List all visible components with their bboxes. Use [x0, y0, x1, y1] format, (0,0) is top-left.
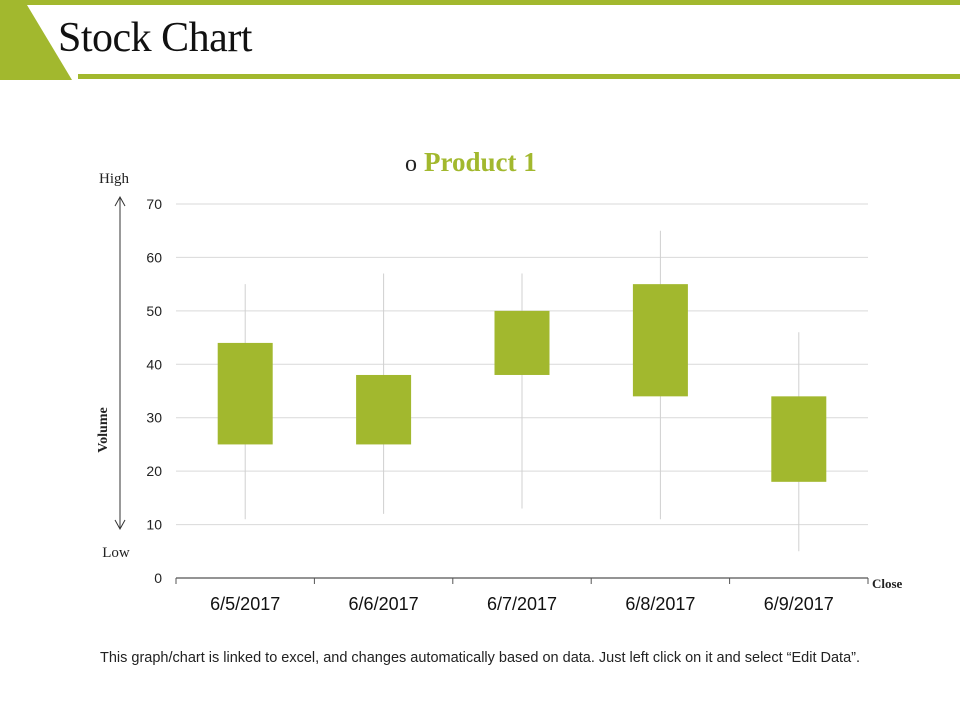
y-tick-label: 60 — [146, 249, 162, 265]
footer-note: This graph/chart is linked to excel, and… — [99, 650, 861, 666]
y-axis-title: Volume — [96, 407, 111, 452]
y-tick-label: 0 — [154, 570, 162, 586]
stock-chart: 0 10 20 30 40 50 60 70 6/5/2017 6/6/2017 6/7/2017… — [96, 147, 903, 614]
x-tick-label: 6/7/2017 — [487, 594, 557, 614]
arrow-down-icon — [114, 519, 126, 531]
y-tick-label: 50 — [146, 303, 162, 319]
candle-body — [356, 374, 412, 445]
x-axis-title: Close — [872, 576, 903, 591]
x-tick-label: 6/8/2017 — [625, 594, 695, 614]
candle-body — [494, 310, 550, 375]
y-label-high: High — [99, 171, 130, 187]
candle-wicks — [244, 230, 800, 552]
x-axis — [175, 577, 869, 584]
header-bottom-bar — [78, 74, 960, 79]
y-tick-label: 40 — [146, 356, 162, 372]
volume-axis-indicator: High Low Volume — [96, 171, 130, 561]
chart-title: Product 1 — [424, 147, 537, 177]
y-tick-label: 70 — [146, 196, 162, 212]
y-tick-label: 30 — [146, 410, 162, 426]
x-tick-label: 6/5/2017 — [210, 594, 280, 614]
x-tick-label: 6/6/2017 — [349, 594, 419, 614]
header-top-bar — [22, 0, 960, 5]
x-tick-label: 6/9/2017 — [764, 594, 834, 614]
y-axis-tick-labels: 0 10 20 30 40 50 60 70 — [146, 196, 162, 586]
candle-body — [217, 342, 273, 445]
chart-legend: o Product 1 — [405, 147, 537, 177]
page-title: Stock Chart — [58, 15, 252, 61]
header-decoration — [0, 0, 960, 80]
x-axis-tick-labels: 6/5/2017 6/6/2017 6/7/2017 6/8/2017 6/9/2017 — [210, 594, 834, 614]
candle-body — [771, 396, 827, 482]
legend-marker: o — [405, 151, 417, 177]
arrow-up-icon — [114, 195, 126, 207]
corner-triangle — [0, 0, 72, 80]
candle-bodies — [217, 284, 827, 482]
candle-body — [632, 284, 688, 397]
y-label-low: Low — [102, 545, 130, 561]
y-tick-label: 20 — [146, 463, 162, 479]
y-tick-label: 10 — [146, 517, 162, 533]
